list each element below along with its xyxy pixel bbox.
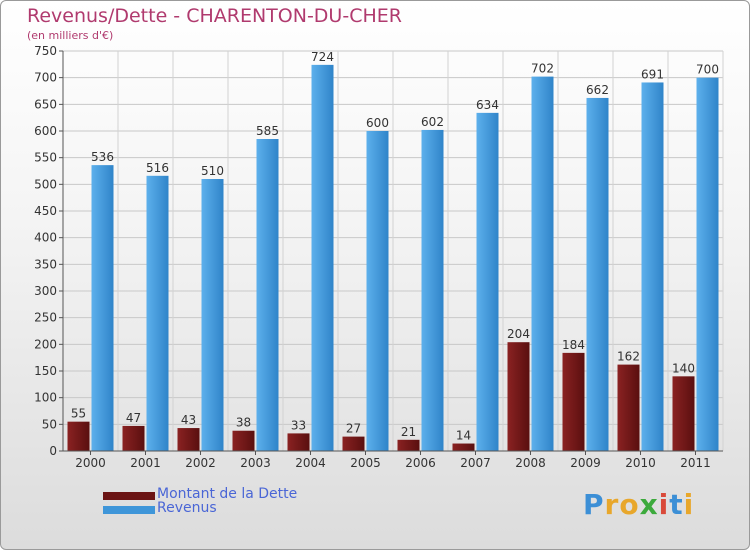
data-label-debt: 47 — [126, 411, 141, 425]
bar-debt — [672, 376, 695, 451]
bar-revenus — [366, 131, 389, 451]
proxiti-logo: Proxiti — [583, 488, 694, 521]
data-label-revenus: 602 — [421, 115, 444, 129]
y-tick-label: 250 — [34, 311, 57, 325]
data-label-debt: 38 — [236, 416, 251, 430]
bar-revenus — [586, 97, 609, 451]
bar-debt — [177, 428, 200, 451]
x-tick-label: 2007 — [460, 456, 491, 470]
logo-letter: x — [639, 488, 659, 521]
bar-revenus — [91, 165, 114, 451]
bar-debt — [507, 342, 530, 451]
bar-debt — [342, 436, 365, 451]
y-tick-label: 750 — [34, 44, 57, 58]
y-tick-label: 600 — [34, 124, 57, 138]
bar-debt — [67, 421, 90, 451]
data-label-revenus: 536 — [91, 150, 114, 164]
x-tick-label: 2001 — [130, 456, 161, 470]
y-tick-label: 300 — [34, 284, 57, 298]
logo-letter: t — [669, 488, 684, 521]
data-label-debt: 27 — [346, 422, 361, 436]
data-label-debt: 55 — [71, 407, 86, 421]
y-tick-label: 450 — [34, 204, 57, 218]
data-label-revenus: 510 — [201, 164, 224, 178]
bar-debt — [287, 433, 310, 451]
bars — [67, 64, 719, 452]
x-tick-label: 2009 — [570, 456, 601, 470]
bar-debt — [397, 439, 420, 451]
y-tick-label: 350 — [34, 257, 57, 271]
data-label-revenus: 585 — [256, 124, 279, 138]
data-label-revenus: 724 — [311, 50, 334, 64]
bar-debt — [617, 364, 640, 451]
logo-letter: P — [583, 488, 605, 521]
data-label-debt: 14 — [456, 429, 471, 443]
x-tick-label: 2005 — [350, 456, 381, 470]
legend-swatch-debt — [103, 492, 155, 500]
data-label-revenus: 691 — [641, 67, 664, 81]
data-label-debt: 204 — [507, 327, 530, 341]
bar-revenus — [696, 77, 719, 452]
data-label-revenus: 634 — [476, 98, 499, 112]
data-label-revenus: 700 — [696, 63, 719, 77]
bar-revenus — [421, 129, 444, 451]
data-label-revenus: 702 — [531, 62, 554, 76]
bar-debt — [122, 425, 145, 451]
data-label-revenus: 662 — [586, 83, 609, 97]
logo-letter: i — [658, 488, 670, 521]
y-tick-label: 650 — [34, 97, 57, 111]
x-tick-label: 2008 — [515, 456, 546, 470]
gridlines — [62, 50, 724, 452]
x-tick-label: 2011 — [680, 456, 711, 470]
data-label-debt: 184 — [562, 338, 585, 352]
y-tick-label: 50 — [42, 417, 57, 431]
bar-revenus — [146, 175, 169, 452]
bar-revenus — [201, 179, 224, 451]
legend-label-revenus: Revenus — [157, 500, 217, 516]
x-tick-label: 2002 — [185, 456, 216, 470]
y-tick-label: 400 — [34, 231, 57, 245]
data-label-debt: 33 — [291, 418, 306, 432]
y-tick-label: 150 — [34, 364, 57, 378]
y-tick-label: 500 — [34, 177, 57, 191]
bar-revenus — [641, 82, 664, 451]
x-tick-label: 2010 — [625, 456, 656, 470]
x-tick-label: 2006 — [405, 456, 436, 470]
logo-letter: o — [619, 488, 640, 521]
x-tick-label: 2000 — [75, 456, 106, 470]
bar-debt — [452, 443, 475, 451]
y-tick-label: 550 — [34, 151, 57, 165]
bar-debt — [232, 430, 255, 451]
bar-revenus — [256, 139, 279, 451]
y-tick-label: 0 — [49, 444, 57, 458]
legend-label-debt: Montant de la Dette — [157, 486, 298, 502]
bar-debt — [562, 352, 585, 451]
logo-letter: i — [683, 488, 695, 521]
y-tick-label: 700 — [34, 71, 57, 85]
bar-revenus — [476, 112, 499, 451]
data-labels: 55 536 47 516 43 510 38 585 33 724 27 600 21 602 14 634… — [71, 50, 719, 443]
axes: 0 50 100 150 200 250 300 350 400 450 500 550 600 650 7… — [34, 44, 723, 470]
x-tick-label: 2003 — [240, 456, 271, 470]
data-label-debt: 21 — [401, 425, 416, 439]
logo-letter: r — [604, 488, 620, 521]
bar-revenus — [311, 64, 334, 451]
chart-subtitle: (en milliers d'€) — [27, 29, 114, 42]
data-label-debt: 140 — [672, 361, 695, 375]
data-label-revenus: 600 — [366, 116, 389, 130]
data-label-debt: 162 — [617, 350, 640, 364]
legend-swatch-revenus — [103, 506, 155, 514]
x-tick-label: 2004 — [295, 456, 326, 470]
chart-title: Revenus/Dette - CHARENTON-DU-CHER — [27, 5, 402, 27]
data-label-debt: 43 — [181, 413, 196, 427]
y-tick-label: 100 — [34, 391, 57, 405]
y-tick-label: 200 — [34, 337, 57, 351]
data-label-revenus: 516 — [146, 161, 169, 175]
bar-revenus — [531, 76, 554, 451]
